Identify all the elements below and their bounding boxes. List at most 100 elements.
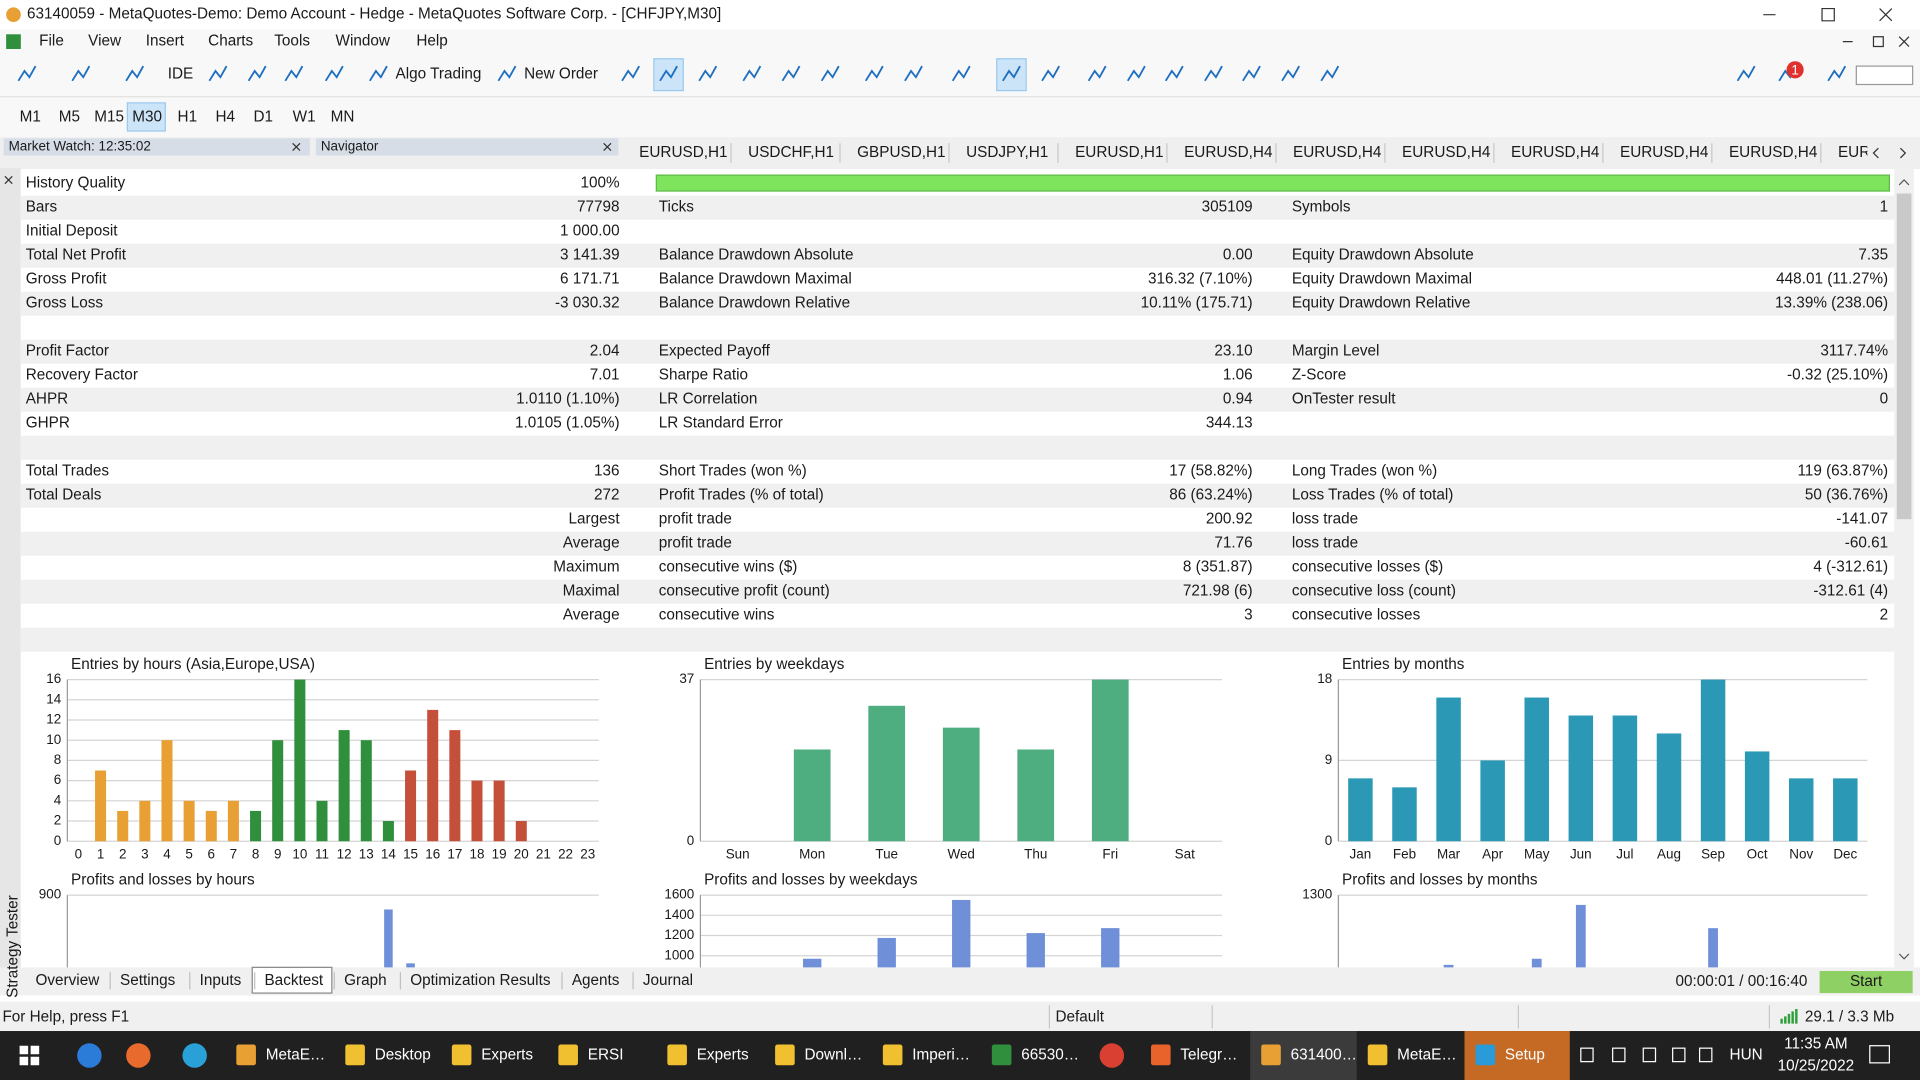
window-controls[interactable]	[1763, 7, 1893, 22]
toolbar-button[interactable]	[781, 65, 801, 82]
toolbar-button[interactable]	[951, 65, 971, 82]
chart-tab[interactable]: EURUSD,H1	[1075, 144, 1163, 161]
taskbar-icon[interactable]	[882, 1044, 903, 1066]
timeframe-button[interactable]: H4	[216, 109, 236, 126]
toolbar-button[interactable]	[1002, 65, 1021, 82]
start-button[interactable]	[1819, 971, 1913, 994]
taskbar-icon[interactable]	[667, 1044, 687, 1066]
chart-tab[interactable]: EURUSD,H4	[1511, 144, 1600, 161]
tester-tab[interactable]: Inputs	[200, 972, 242, 989]
taskbar-item[interactable]: Telegr…	[1180, 1047, 1237, 1064]
tray-icon[interactable]	[1698, 1047, 1713, 1063]
toolbar-button[interactable]	[497, 65, 517, 82]
taskbar-item[interactable]: MetaE…	[266, 1047, 326, 1064]
toolbar-label[interactable]: New Order	[524, 66, 598, 83]
menu-item[interactable]: Window	[336, 33, 391, 50]
toolbar-button[interactable]	[1736, 65, 1756, 82]
toolbar-button[interactable]	[698, 65, 718, 82]
menu-item[interactable]: View	[88, 33, 122, 50]
timeframe-button[interactable]: M5	[59, 109, 80, 126]
toolbar-button[interactable]	[820, 65, 840, 82]
taskbar-icon[interactable]	[558, 1044, 578, 1066]
panel-close[interactable]	[603, 142, 612, 152]
toolbar-button[interactable]	[1126, 65, 1146, 82]
start-label[interactable]: Start	[1850, 973, 1883, 990]
taskbar-item[interactable]: Imperi…	[912, 1047, 970, 1064]
toolbar-button[interactable]	[1320, 65, 1340, 82]
chart-tab[interactable]: EURUSD,H4	[1293, 144, 1382, 161]
taskbar-app[interactable]	[126, 1043, 151, 1068]
taskbar-item[interactable]: ERSI	[588, 1047, 624, 1064]
timeframe-button[interactable]: M30	[132, 109, 162, 126]
tab-scroll[interactable]	[1872, 147, 1907, 159]
taskbar-icon[interactable]	[345, 1044, 365, 1066]
taskbar-item[interactable]: Downl…	[804, 1047, 862, 1064]
taskbar-icon[interactable]	[1261, 1044, 1281, 1066]
tray-icon[interactable]	[1580, 1047, 1594, 1063]
timeframe-button[interactable]: H1	[178, 109, 198, 126]
chart-tab[interactable]: GBPUSD,H1	[857, 144, 945, 161]
tester-tab[interactable]: Settings	[120, 972, 176, 989]
taskbar-icon[interactable]	[775, 1044, 795, 1066]
toolbar-button[interactable]	[1281, 65, 1300, 82]
taskbar-item[interactable]: MetaE…	[1397, 1047, 1457, 1064]
chart-tab[interactable]: EURUSD,H4	[1402, 144, 1491, 161]
toolbar-button[interactable]	[369, 65, 388, 82]
chart-tab[interactable]: USDJPY,H1	[966, 144, 1048, 161]
toolbar-button[interactable]	[1164, 65, 1184, 82]
menu-item[interactable]: Insert	[146, 33, 185, 50]
tray-language[interactable]: HUN	[1730, 1047, 1763, 1064]
timeframe-button[interactable]: M15	[94, 109, 124, 126]
tester-tab[interactable]: Journal	[643, 972, 693, 989]
taskbar-icon[interactable]	[236, 1044, 256, 1066]
taskbar-icon[interactable]	[1151, 1044, 1171, 1066]
toolbar-button[interactable]	[621, 65, 640, 82]
toolbar-button[interactable]	[71, 65, 91, 82]
timeframe-button[interactable]: D1	[253, 109, 273, 126]
chart-tab[interactable]: EURUSD,H4	[1184, 144, 1273, 161]
tray-icon[interactable]	[1612, 1047, 1626, 1063]
scroll-thumb[interactable]	[1896, 193, 1912, 520]
taskbar-item[interactable]: Experts	[697, 1047, 749, 1064]
chart-tab[interactable]: EURUSD,H4	[1729, 144, 1818, 161]
taskbar-item[interactable]: 631400…	[1291, 1047, 1357, 1064]
tester-tab[interactable]: Graph	[344, 972, 387, 989]
toolbar-label[interactable]: IDE	[168, 66, 194, 83]
taskbar-icon[interactable]	[451, 1044, 472, 1066]
menu-item[interactable]: File	[39, 33, 64, 50]
taskbar-icon[interactable]	[1475, 1044, 1496, 1066]
tester-tab[interactable]: Backtest	[264, 972, 323, 989]
taskbar-icon[interactable]	[991, 1044, 1012, 1066]
toolbar-button[interactable]	[1827, 65, 1847, 82]
tray-icon[interactable]	[1672, 1047, 1686, 1063]
toolbar-button[interactable]	[125, 65, 145, 82]
timeframe-button[interactable]: MN	[331, 109, 355, 126]
toolbar-button[interactable]	[208, 65, 228, 82]
menu-item[interactable]: Charts	[208, 33, 253, 50]
taskbar-app[interactable]	[77, 1043, 102, 1068]
chart-tab[interactable]: USDCHF,H1	[748, 144, 834, 161]
child-window-controls[interactable]	[1842, 36, 1910, 48]
toolbar-button[interactable]	[1041, 65, 1060, 82]
toolbar-button[interactable]	[247, 65, 267, 82]
toolbar-button[interactable]	[284, 65, 304, 82]
taskbar-app[interactable]	[182, 1043, 207, 1068]
toolbar-button[interactable]	[659, 65, 678, 82]
tester-tab[interactable]: Overview	[36, 972, 101, 989]
toolbar-button[interactable]	[1204, 65, 1223, 82]
search-box[interactable]	[1855, 65, 1914, 86]
toolbar-button[interactable]	[1087, 65, 1107, 82]
toolbar-button[interactable]	[324, 65, 344, 82]
taskbar-item[interactable]: Experts	[481, 1047, 533, 1064]
toolbar-button[interactable]	[742, 65, 762, 82]
taskbar-item[interactable]: 66530…	[1021, 1047, 1079, 1064]
taskbar-app[interactable]	[1099, 1043, 1125, 1068]
taskbar-item[interactable]: Desktop	[375, 1047, 431, 1064]
timeframe-button[interactable]: W1	[293, 109, 316, 126]
toolbar-button[interactable]	[864, 65, 884, 82]
menu-item[interactable]: Help	[416, 33, 447, 50]
panel-close[interactable]	[292, 142, 301, 152]
tester-tab[interactable]: Agents	[572, 972, 620, 989]
chart-tab[interactable]: EURUSD,H1	[639, 144, 727, 161]
close-tester[interactable]	[4, 175, 13, 185]
